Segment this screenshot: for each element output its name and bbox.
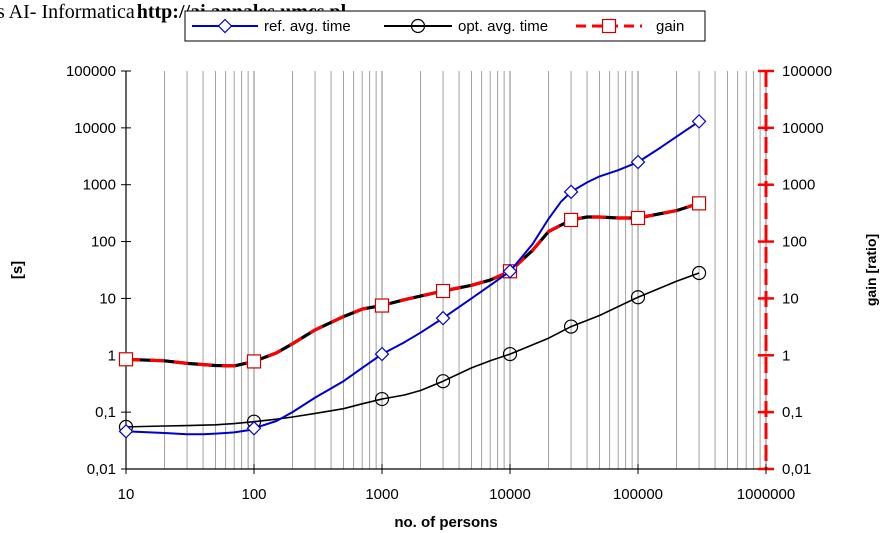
data-point [630, 290, 646, 305]
series-circle [118, 265, 707, 435]
legend-label: opt. avg. time [458, 18, 548, 35]
y2-tick-label: 100 [782, 234, 807, 251]
series-diamond [118, 114, 707, 439]
y-tick-label: 100 [91, 234, 116, 251]
x-tick-label: 100000 [613, 486, 663, 503]
data-point [435, 310, 451, 326]
y2-axis-label: gain [ratio] [863, 234, 879, 306]
y2-tick-label: 0,01 [782, 461, 811, 478]
data-point [246, 420, 262, 436]
y-tick-label: 10000 [74, 120, 116, 137]
data-point [630, 210, 646, 226]
y2-tick-label: 1 [782, 347, 790, 364]
y2-tick-label: 10 [782, 290, 799, 307]
y2-tick-label: 10000 [782, 120, 824, 137]
x-axis-label: no. of persons [394, 514, 497, 531]
y-tick-label: 0,1 [95, 404, 116, 421]
data-point [691, 114, 707, 129]
series-line [125, 272, 700, 428]
axes [121, 69, 774, 474]
data-point [563, 319, 579, 334]
x-tick-label: 1000000 [737, 486, 795, 503]
legend-marker [601, 18, 617, 34]
header-prefix: s AI- Informatica [0, 1, 135, 23]
series-square [118, 196, 707, 369]
data-point [118, 423, 134, 439]
x-tick-label: 10000 [489, 486, 531, 503]
data-point [563, 212, 579, 228]
data-point [435, 374, 451, 389]
series-line [125, 120, 700, 436]
data-point [246, 354, 262, 369]
legend-entry: ref. avg. time [192, 18, 351, 35]
legend-marker [410, 18, 426, 34]
y-tick-label: 100000 [66, 63, 116, 80]
series-line-shadow [125, 201, 700, 368]
legend-label: gain [656, 18, 684, 35]
data-point [502, 263, 518, 279]
legend: ref. avg. time opt. avg. time gain [184, 10, 706, 42]
y2-tick-label: 1000 [782, 177, 815, 194]
y-tick-label: 0,01 [87, 461, 116, 478]
data-point [502, 346, 518, 362]
y-tick-label: 1000 [83, 177, 116, 194]
y2-tick-label: 0,1 [782, 404, 803, 421]
data-point [118, 352, 134, 367]
tick-labels: 0,01 0,1 1 10 100 1000 10000 100000 0,01 0,1 1 10 10… [66, 63, 832, 503]
data-point [374, 298, 390, 313]
legend-entry: opt. avg. time [384, 18, 548, 35]
data-point [374, 391, 390, 407]
data-point [374, 346, 390, 362]
y-axis-label: [s] [9, 261, 26, 279]
y2-tick-label: 100000 [782, 63, 832, 80]
gridlines [125, 71, 767, 469]
x-tick-label: 100 [241, 486, 266, 503]
data-point [691, 196, 707, 211]
legend-entry: gain [576, 18, 684, 35]
data-point [630, 154, 646, 170]
data-point [691, 265, 707, 281]
y-tick-label: 1 [108, 347, 116, 364]
x-tick-label: 1000 [365, 486, 398, 503]
legend-label: ref. avg. time [264, 18, 351, 35]
series-line [125, 201, 700, 368]
legend-marker [217, 18, 233, 34]
y-tick-label: 10 [99, 290, 116, 307]
data-point [435, 283, 451, 299]
data-point [563, 184, 579, 200]
x-tick-label: 10 [118, 486, 135, 503]
series-layer [118, 114, 707, 439]
